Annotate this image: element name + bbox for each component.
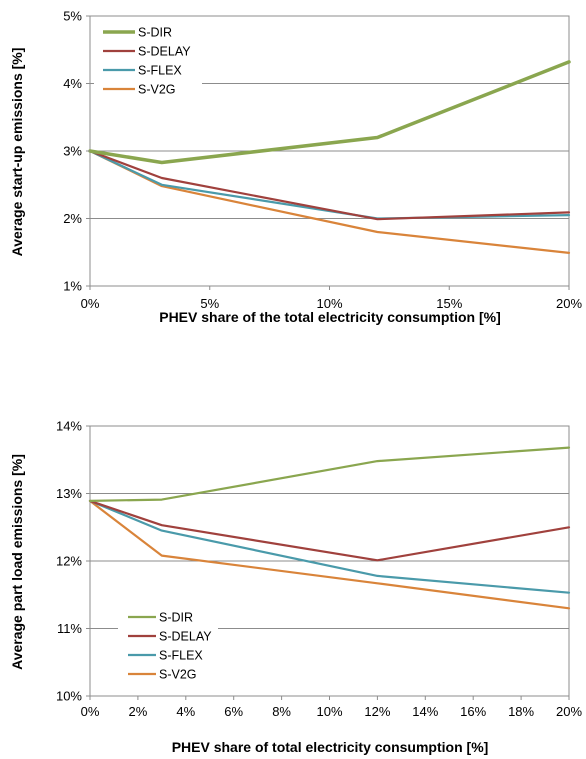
- y-tick-label: 10%: [56, 689, 82, 704]
- series-line-s-flex: [88, 499, 571, 594]
- series-lines: [88, 446, 571, 610]
- legend: S-DIR S-DELAY S-FLEX S-V2G: [118, 604, 218, 690]
- x-tick-label: 14%: [412, 704, 438, 719]
- series-line-s-dir: [88, 446, 571, 502]
- series-line-s-v2g: [88, 149, 571, 254]
- y-tick-label: 3%: [63, 144, 82, 159]
- series-lines: [88, 60, 571, 254]
- x-tick-label: 10%: [316, 704, 342, 719]
- y-axis-ticks: 10% 11% 12% 13% 14%: [56, 419, 90, 704]
- x-tick-label: 10%: [316, 296, 342, 311]
- x-tick-label: 0%: [81, 296, 100, 311]
- y-tick-label: 4%: [63, 76, 82, 91]
- x-tick-label: 16%: [460, 704, 486, 719]
- y-tick-label: 13%: [56, 486, 82, 501]
- x-axis-title: PHEV share of total electricity consumpt…: [172, 739, 489, 755]
- series-line-s-dir: [88, 60, 571, 165]
- y-tick-label: 1%: [63, 279, 82, 294]
- x-axis-title: PHEV share of the total electricity cons…: [159, 309, 501, 325]
- y-tick-label: 12%: [56, 554, 82, 569]
- x-tick-label: 4%: [176, 704, 195, 719]
- series-line-s-delay: [88, 149, 571, 221]
- x-tick-label: 15%: [436, 296, 462, 311]
- legend-label: S-V2G: [138, 83, 176, 97]
- x-axis-ticks: 0% 2% 4% 6% 8% 10% 12% 14% 16% 18% 20%: [81, 696, 582, 719]
- series-line-s-delay: [88, 499, 571, 562]
- y-axis-ticks: 1% 2% 3% 4% 5%: [63, 9, 90, 294]
- x-tick-label: 20%: [556, 704, 582, 719]
- x-tick-label: 0%: [81, 704, 100, 719]
- y-tick-label: 11%: [57, 621, 82, 636]
- y-axis-title: Average start-up emissions [%]: [9, 48, 25, 257]
- y-tick-label: 2%: [63, 211, 82, 226]
- y-tick-label: 14%: [56, 419, 82, 434]
- legend-label: S-DELAY: [138, 45, 191, 59]
- x-tick-label: 20%: [556, 296, 582, 311]
- x-tick-label: 12%: [364, 704, 390, 719]
- legend-background: [118, 604, 218, 690]
- legend: S-DIR S-DELAY S-FLEX S-V2G: [94, 18, 202, 104]
- x-tick-label: 18%: [508, 704, 534, 719]
- x-tick-label: 2%: [129, 704, 148, 719]
- legend-label: S-FLEX: [159, 649, 203, 663]
- x-tick-label: 8%: [272, 704, 291, 719]
- x-axis-ticks: 0% 5% 10% 15% 20%: [81, 286, 582, 311]
- legend-label: S-V2G: [159, 668, 197, 682]
- part-load-emissions-chart: 10% 11% 12% 13% 14% 0% 2% 4% 6% 8% 10% 12% 14% 16% 18…: [9, 419, 582, 756]
- legend-label: S-FLEX: [138, 64, 182, 78]
- legend-label: S-DIR: [159, 611, 193, 625]
- start-up-emissions-chart: 1% 2% 3% 4% 5% 0% 5% 10% 15% 20% PHEV share of t…: [9, 9, 582, 326]
- y-tick-label: 5%: [63, 9, 82, 24]
- x-tick-label: 5%: [200, 296, 219, 311]
- y-axis-title: Average part load emissions [%]: [9, 454, 25, 670]
- x-tick-label: 6%: [224, 704, 243, 719]
- legend-label: S-DIR: [138, 26, 172, 40]
- legend-label: S-DELAY: [159, 630, 212, 644]
- series-line-s-v2g: [88, 499, 571, 610]
